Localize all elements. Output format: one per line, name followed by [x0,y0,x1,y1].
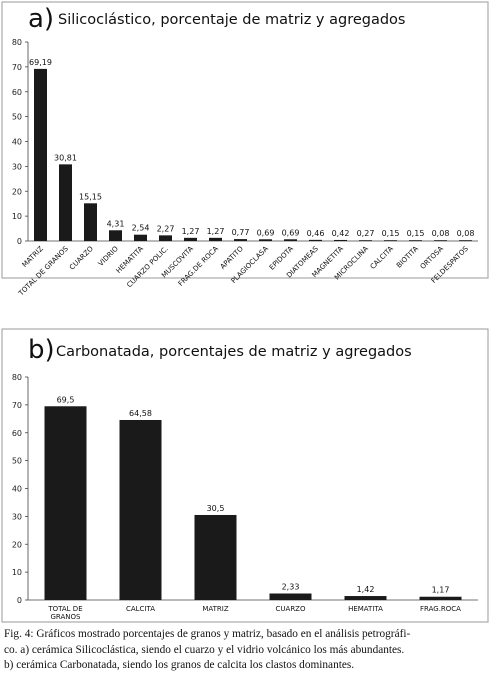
chart-a-bar [134,234,147,241]
chart-a-bar [109,230,122,241]
chart-a-value-label: 4,31 [107,219,125,228]
chart-b-ytick-label: 80 [12,373,22,382]
chart-a-bar [309,239,322,241]
figure-caption: Fig. 4: Gráficos mostrado porcentajes de… [4,627,488,674]
chart-a-category-label: VIDRIO [97,244,120,267]
chart-b-ytick-label: 50 [12,457,22,466]
chart-a-value-label: 2,27 [157,224,175,233]
chart-b-ytick-label: 0 [17,596,22,605]
chart-a-ytick-label: 60 [12,88,22,97]
chart-a-value-label: 0,27 [357,229,375,238]
chart-a-ytick-label: 40 [12,138,22,147]
chart-a-value-label: 2,54 [132,224,150,233]
chart-a-bar [184,237,197,241]
chart-a-ytick-label: 80 [12,38,22,47]
chart-a-value-label: 0,46 [307,229,325,238]
chart-b-value-label: 69,5 [57,395,75,404]
chart-a-ytick-label: 10 [12,212,22,221]
chart-a-category-label: MATRIZ [21,245,45,269]
chart-a-bar [59,164,72,241]
chart-a-ytick-label: 50 [12,113,22,122]
chart-a-category-label: TOTAL DE GRANOS [17,244,71,298]
chart-b-ytick-label: 30 [12,512,22,521]
chart-b-category-label: FRAG.ROCA [420,605,461,613]
chart-a-value-label: 0,08 [432,229,450,238]
chart-a-value-label: 0,69 [257,228,275,237]
figure-canvas: a) Silicoclástico, porcentaje de matriz … [1,1,489,623]
chart-a-bar [159,235,172,241]
chart-a-value-label: 0,08 [457,229,475,238]
chart-a: a) Silicoclástico, porcentaje de matriz … [1,1,489,298]
chart-a-frame [1,1,489,279]
chart-a-value-label: 1,27 [182,227,200,236]
chart-a-value-label: 0,15 [382,229,400,238]
chart-a-value-label: 69,19 [29,58,52,67]
chart-a-bar [34,68,47,241]
chart-a-value-label: 0,77 [232,228,250,237]
chart-b-title: Carbonatada, porcentajes de matriz y agr… [56,344,412,360]
chart-a-ytick-label: 70 [12,63,22,72]
chart-a-category-label: CALCITA [369,245,395,271]
chart-a-category-label: CUARZO [68,244,95,271]
chart-b-bar [194,514,237,600]
chart-b-value-label: 30,5 [207,504,225,513]
chart-b-category-label: MATRIZ [202,605,228,613]
chart-a-letter: a) [28,4,54,34]
chart-a-value-label: 0,42 [332,229,350,238]
chart-b-value-label: 64,58 [129,409,152,418]
chart-b-category-label: CALCITA [126,605,155,613]
caption-line-3: b) cerámica Carbonatada, siendo los gran… [4,659,355,671]
chart-b-ytick-label: 10 [12,568,22,577]
chart-a-value-label: 0,69 [282,228,300,237]
chart-b-category-label: TOTAL DE GRANOS [47,605,82,621]
chart-b-bar [269,593,312,600]
chart-b-frame [1,328,489,623]
chart-a-bar [409,240,422,241]
chart-b-bar [44,406,87,600]
chart-a-ytick-label: 0 [17,237,22,246]
chart-b-ytick-label: 40 [12,485,22,494]
chart-a-value-label: 0,15 [407,229,425,238]
chart-b-letter: b) [28,335,55,365]
chart-a-category-label: BIOTITA [395,245,420,270]
chart-a-bar [234,239,247,241]
caption-line-1: Fig. 4: Gráficos mostrado porcentajes de… [4,628,411,640]
chart-a-ytick-label: 30 [12,162,22,171]
chart-b-value-label: 1,17 [432,586,450,595]
chart-a-bar [359,240,372,241]
caption-line-2: co. a) cerámica Silicoclástica, siendo e… [4,643,405,656]
chart-a-title: Silicoclástico, porcentaje de matriz y a… [58,12,405,28]
chart-b-bar [344,596,387,600]
chart-a-bar [384,240,397,241]
chart-a-bar [84,203,97,241]
chart-a-bar [334,239,347,241]
chart-a-value-label: 15,15 [79,192,102,201]
chart-a-bar [284,239,297,241]
chart-b-value-label: 1,42 [357,585,375,594]
chart-a-ytick-label: 20 [12,187,22,196]
chart-a-bar [434,240,447,241]
chart-a-bar [259,239,272,241]
chart-b-ytick-label: 20 [12,540,22,549]
chart-a-bar [459,240,472,241]
chart-b: b) Carbonatada, porcentajes de matriz y … [1,328,489,623]
chart-b-ytick-label: 60 [12,429,22,438]
chart-b-value-label: 2,33 [282,583,300,592]
chart-b-category-label: HEMATITA [348,605,383,613]
chart-a-value-label: 30,81 [54,153,77,162]
chart-b-category-label: CUARZO [276,605,306,613]
chart-b-bar [419,596,462,600]
chart-b-ytick-label: 70 [12,401,22,410]
chart-a-bar [209,237,222,241]
chart-b-bar [119,419,162,600]
chart-a-value-label: 1,27 [207,227,225,236]
